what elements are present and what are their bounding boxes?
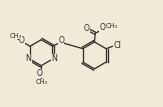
Text: CH₃: CH₃	[35, 79, 47, 85]
Text: O: O	[58, 36, 64, 45]
Text: O: O	[37, 69, 43, 78]
Text: CH₃: CH₃	[9, 33, 22, 39]
Text: N: N	[51, 54, 57, 63]
Text: Cl: Cl	[113, 41, 121, 50]
Text: CH₃: CH₃	[106, 24, 118, 30]
Text: O: O	[84, 24, 89, 33]
Text: N: N	[25, 54, 31, 63]
Text: O: O	[19, 36, 25, 45]
Text: O: O	[100, 23, 106, 32]
